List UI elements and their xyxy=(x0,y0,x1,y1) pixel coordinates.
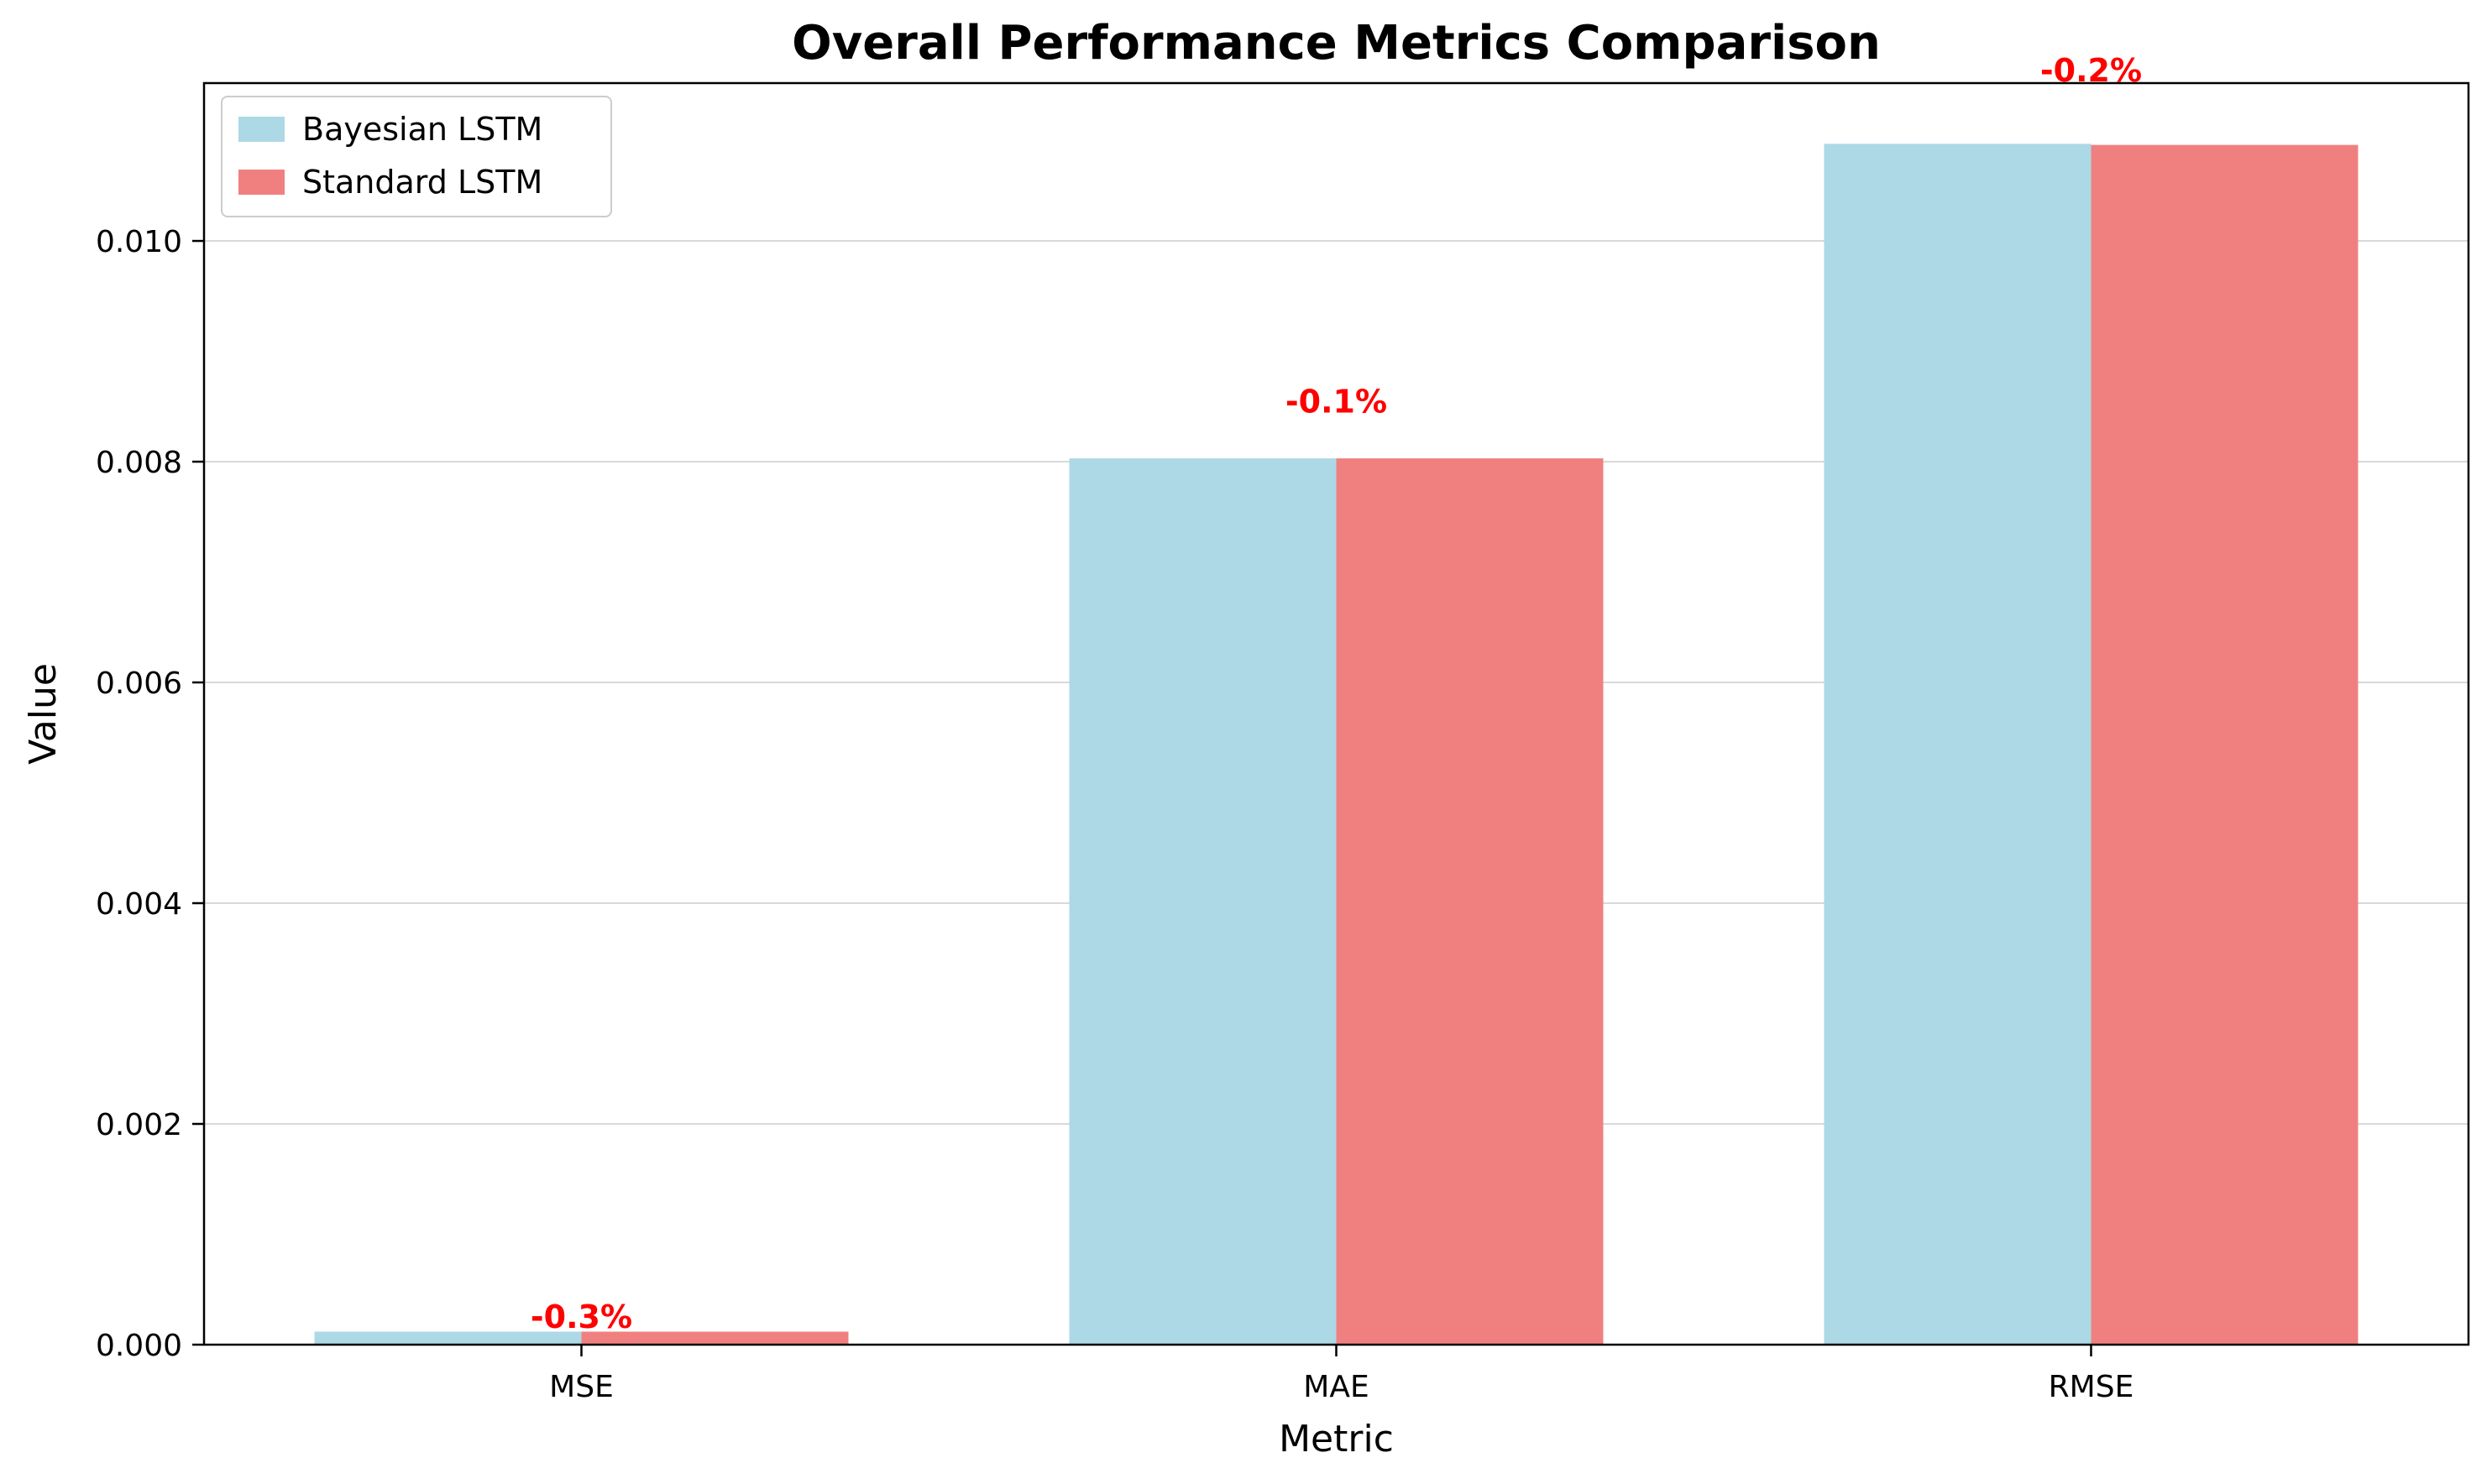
legend-label: Standard LSTM xyxy=(302,164,542,201)
y-tick-label: 0.006 xyxy=(96,666,182,701)
y-tick-label: 0.004 xyxy=(96,887,182,922)
annotations: -0.3% -0.1% -0.2% xyxy=(531,52,2142,1335)
y-tick-label: 0.002 xyxy=(96,1108,182,1142)
x-tick-label: MAE xyxy=(1303,1370,1369,1404)
ticks: 0.000 0.002 0.004 0.006 0.008 0.010 MSE MAE RMSE xyxy=(96,225,2133,1404)
bar-rmse-standard xyxy=(2091,144,2358,1345)
legend-label: Bayesian LSTM xyxy=(302,111,542,148)
bar-mae-standard xyxy=(1336,458,1604,1345)
bar-mse-standard xyxy=(581,1331,849,1345)
bars xyxy=(314,144,2358,1345)
legend-box xyxy=(221,96,612,217)
annotation-mae: -0.1% xyxy=(1285,384,1387,421)
annotation-mse: -0.3% xyxy=(531,1298,632,1335)
bar-mse-bayesian xyxy=(314,1331,582,1345)
x-tick-label: MSE xyxy=(549,1370,614,1404)
legend: Bayesian LSTM Standard LSTM xyxy=(221,96,612,217)
y-axis-title: Value xyxy=(22,663,65,765)
x-axis-title: Metric xyxy=(1279,1418,1394,1460)
annotation-rmse: -0.2% xyxy=(2040,52,2142,89)
legend-swatch xyxy=(238,170,285,195)
bar-mae-bayesian xyxy=(1069,458,1337,1345)
chart-title: Overall Performance Metrics Comparison xyxy=(792,16,1881,71)
y-tick-label: 0.010 xyxy=(96,225,182,259)
y-tick-label: 0.000 xyxy=(96,1329,182,1363)
bar-rmse-bayesian xyxy=(1824,144,2092,1345)
x-tick-label: RMSE xyxy=(2049,1370,2134,1404)
legend-swatch xyxy=(238,117,285,142)
y-tick-label: 0.008 xyxy=(96,446,182,480)
